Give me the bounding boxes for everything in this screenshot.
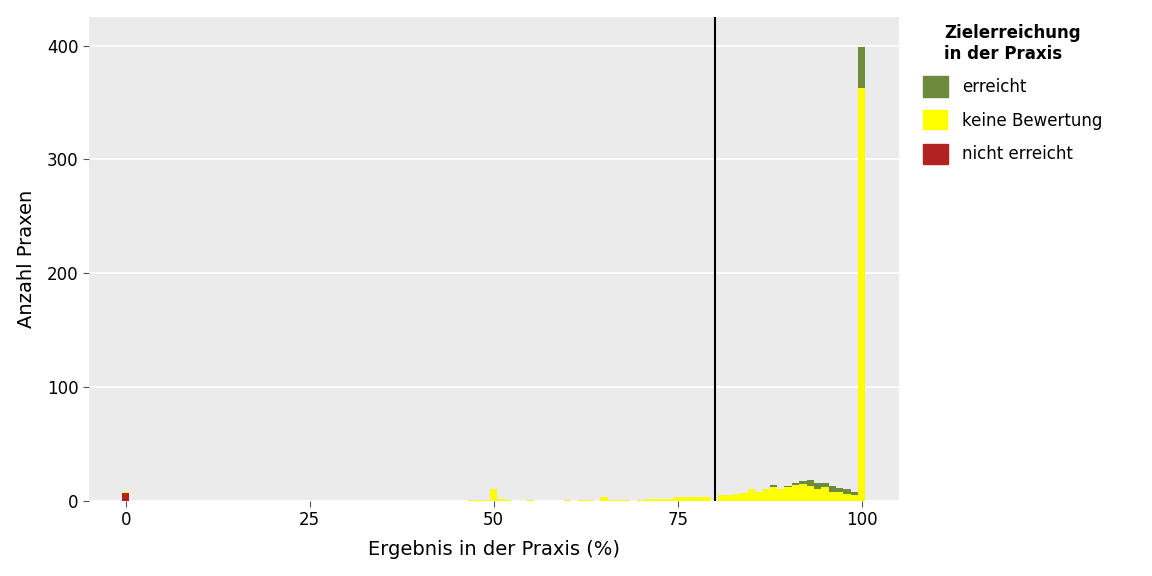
Bar	[490, 490, 498, 501]
Bar	[526, 499, 535, 501]
Bar	[791, 485, 799, 501]
Bar	[843, 490, 850, 494]
Bar	[791, 483, 799, 485]
Bar	[600, 498, 608, 501]
Bar	[578, 499, 585, 501]
Bar	[667, 499, 674, 501]
Bar	[645, 499, 652, 501]
Legend: erreicht, keine Bewertung, nicht erreicht: erreicht, keine Bewertung, nicht erreich…	[915, 16, 1111, 172]
Bar	[821, 487, 828, 501]
Bar	[799, 484, 806, 501]
Bar	[858, 47, 865, 88]
Bar	[681, 498, 689, 501]
Bar	[814, 483, 821, 490]
Bar	[741, 493, 748, 501]
Bar	[652, 499, 659, 501]
Bar	[733, 494, 741, 501]
Bar	[836, 488, 843, 492]
Bar	[806, 480, 814, 486]
Y-axis label: Anzahl Praxen: Anzahl Praxen	[16, 190, 36, 328]
Bar	[850, 495, 858, 501]
Bar	[718, 495, 726, 501]
X-axis label: Ergebnis in der Praxis (%): Ergebnis in der Praxis (%)	[367, 540, 620, 559]
Bar	[785, 487, 791, 501]
Bar	[637, 499, 645, 501]
Bar	[674, 498, 681, 501]
Bar	[122, 493, 129, 501]
Bar	[814, 490, 821, 501]
Bar	[828, 486, 836, 492]
Bar	[778, 490, 785, 501]
Bar	[704, 498, 711, 501]
Bar	[770, 485, 778, 487]
Bar	[585, 499, 593, 501]
Bar	[608, 499, 615, 501]
Bar	[498, 499, 505, 501]
Bar	[748, 490, 755, 501]
Bar	[850, 492, 858, 495]
Bar	[828, 492, 836, 501]
Bar	[726, 495, 733, 501]
Bar	[785, 486, 791, 487]
Bar	[689, 498, 696, 501]
Bar	[468, 499, 476, 501]
Bar	[615, 499, 622, 501]
Bar	[505, 499, 513, 501]
Bar	[843, 494, 850, 501]
Bar	[806, 486, 814, 501]
Bar	[122, 492, 129, 493]
Bar	[622, 499, 630, 501]
Bar	[770, 487, 778, 501]
Bar	[476, 499, 483, 501]
Bar	[696, 498, 704, 501]
Bar	[836, 492, 843, 501]
Bar	[755, 492, 763, 501]
Bar	[563, 499, 571, 501]
Bar	[858, 88, 865, 501]
Bar	[763, 490, 770, 501]
Bar	[799, 482, 806, 484]
Bar	[659, 499, 667, 501]
Bar	[483, 499, 490, 501]
Bar	[821, 483, 828, 487]
